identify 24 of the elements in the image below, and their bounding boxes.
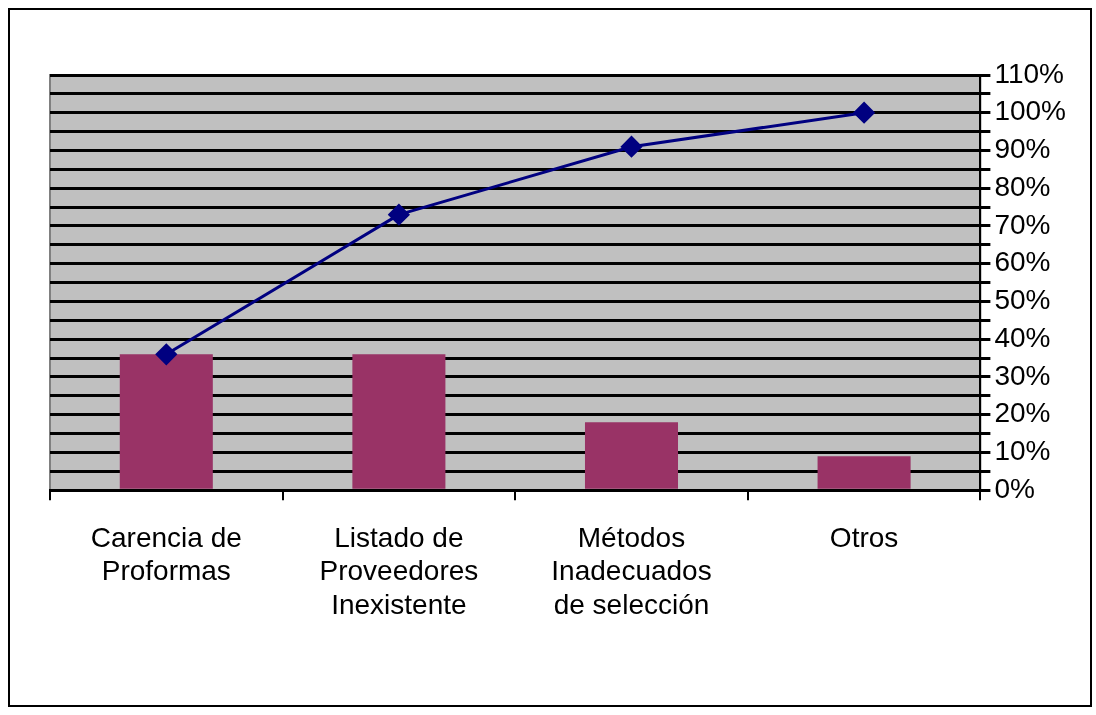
y-tick-label: 50% bbox=[994, 284, 1051, 316]
bar bbox=[352, 354, 446, 489]
y-tick-label: 80% bbox=[994, 170, 1051, 202]
bar bbox=[584, 422, 679, 489]
y-tick-label: 90% bbox=[994, 133, 1051, 165]
x-tick-label: Otros bbox=[829, 521, 899, 553]
x-tick-label: Carencia de Proformas bbox=[90, 521, 242, 587]
point bbox=[388, 204, 410, 226]
point bbox=[155, 343, 177, 365]
y-tick-label: 100% bbox=[994, 95, 1067, 127]
point bbox=[620, 136, 642, 158]
y-tick-label: 30% bbox=[994, 359, 1051, 391]
y-tick-label: 60% bbox=[994, 246, 1051, 278]
bar bbox=[119, 354, 213, 489]
y-tick-label: 40% bbox=[994, 321, 1051, 353]
x-tick-label: Listado de Proveedores Inexistente bbox=[319, 521, 479, 620]
bar bbox=[817, 456, 911, 489]
x-tick-label: Métodos Inadecuados de selección bbox=[551, 521, 712, 620]
y-tick-label: 110% bbox=[994, 57, 1064, 89]
point bbox=[853, 102, 875, 124]
y-tick-label: 10% bbox=[994, 435, 1051, 467]
y-tick-label: 20% bbox=[994, 397, 1051, 429]
y-tick-label: 70% bbox=[994, 208, 1051, 240]
y-tick-label: 0% bbox=[994, 472, 1035, 504]
